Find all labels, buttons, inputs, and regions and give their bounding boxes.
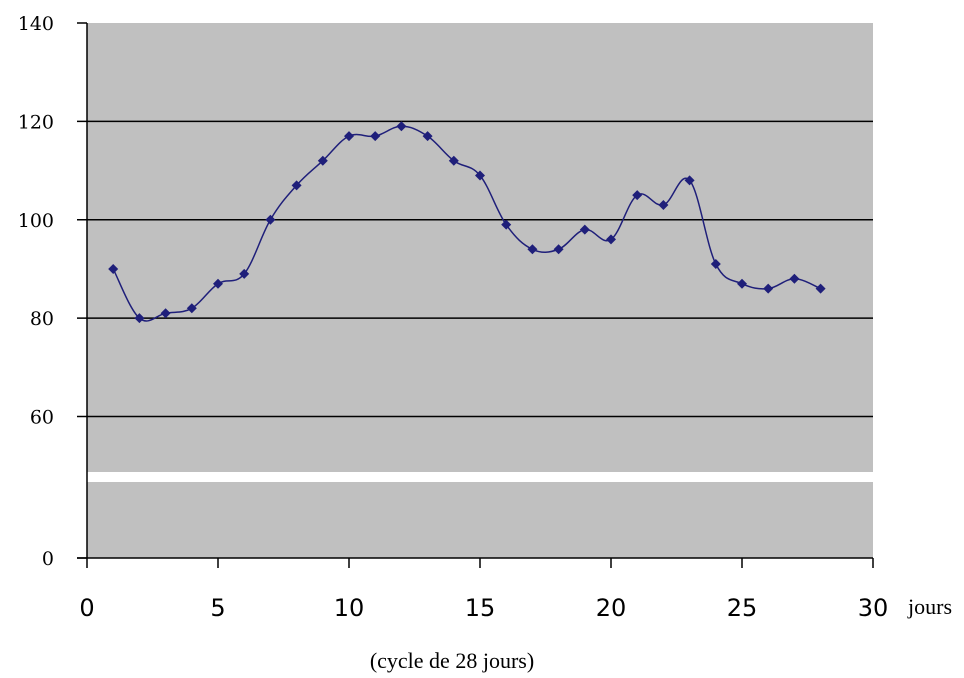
data-point — [291, 180, 302, 191]
data-point — [658, 199, 669, 210]
y-tick-label: 80 — [30, 308, 54, 330]
x-tick-label: 20 — [596, 594, 627, 622]
data-point — [553, 244, 564, 255]
axes — [77, 22, 874, 568]
data-point — [763, 283, 774, 294]
data-point — [344, 131, 354, 142]
y-tick-label: 120 — [18, 111, 54, 133]
data-point — [815, 283, 826, 294]
data-point — [448, 155, 459, 166]
x-tick-label: 15 — [465, 594, 496, 622]
data-point — [213, 278, 223, 289]
data-point — [475, 170, 485, 181]
y-tick-labels: 0 60 80 100 120 140 — [18, 13, 54, 570]
data-point — [684, 175, 695, 186]
data-point — [527, 244, 538, 255]
data-point — [370, 131, 381, 142]
gridlines — [87, 120, 873, 418]
axis-break-band — [85, 472, 875, 482]
data-point — [579, 224, 590, 235]
axis-break — [85, 472, 875, 482]
data-point — [108, 263, 119, 274]
y-tick-label: 100 — [18, 210, 54, 232]
series-line — [112, 125, 821, 322]
x-axis-label: (cycle de 28 jours) — [370, 648, 534, 673]
data-point — [606, 234, 616, 245]
data-point — [422, 131, 433, 142]
data-point — [396, 121, 407, 132]
data-point — [789, 273, 800, 284]
data-point — [186, 303, 197, 314]
data-point — [239, 268, 250, 279]
data-point — [737, 278, 747, 289]
data-point — [501, 219, 512, 230]
data-point — [160, 308, 171, 319]
data-point — [265, 214, 276, 225]
plot-background — [87, 23, 873, 558]
y-tick-label: 140 — [18, 13, 54, 35]
series-group — [108, 121, 826, 324]
x-tick-labels: 0 5 10 15 20 25 30 — [79, 594, 888, 622]
data-point — [134, 313, 145, 324]
x-tick-label: 10 — [334, 594, 365, 622]
plot-area — [87, 23, 873, 558]
y-tick-label: 60 — [30, 407, 54, 429]
x-tick-label: 25 — [727, 594, 758, 622]
x-tick-label: 5 — [210, 594, 225, 622]
x-unit-label: jours — [907, 594, 952, 619]
x-tick-label: 30 — [858, 594, 889, 622]
data-point — [632, 190, 643, 201]
x-tick-label: 0 — [79, 594, 94, 622]
y-tick-label: 0 — [42, 548, 54, 570]
data-point — [317, 155, 328, 166]
data-point — [710, 259, 721, 270]
